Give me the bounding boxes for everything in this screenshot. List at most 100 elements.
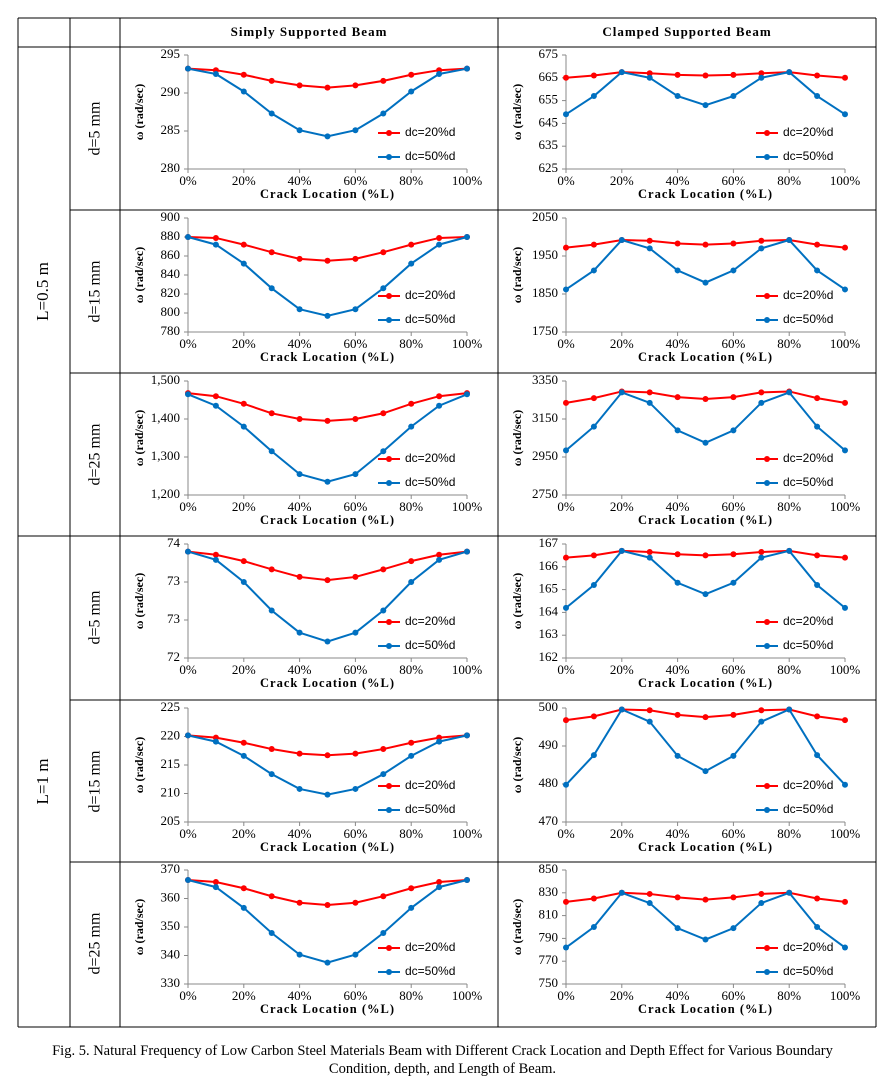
data-point [590,552,597,559]
legend-marker [764,154,770,160]
x-tick-label: 80% [777,988,801,1003]
data-point [674,894,681,901]
data-point [212,884,219,891]
data-point [758,399,765,406]
legend-label: dc=20%d [405,778,455,792]
data-point [786,706,793,713]
y-tick-label: 290 [161,84,181,99]
data-point [590,267,597,274]
legend-marker [386,619,392,625]
y-tick-label: 3350 [532,372,558,387]
x-tick-label: 100% [452,336,483,351]
y-tick-label: 167 [539,535,559,550]
data-point [268,410,275,417]
data-point [352,82,359,89]
data-point [814,924,821,930]
legend-label: dc=20%d [405,288,455,302]
length-label: L=1 m [33,759,52,805]
y-tick-label: 74 [167,535,181,550]
data-point [240,752,247,759]
data-point [730,579,737,586]
data-point [563,781,569,788]
data-point [296,127,303,134]
x-tick-label: 20% [610,988,634,1003]
y-tick-label: 165 [539,581,559,596]
x-axis-title: Crack Location (%L) [638,513,773,527]
data-point [814,93,821,100]
data-point [786,889,793,896]
data-point [380,285,387,292]
depth-label: d=25 mm [87,423,104,485]
data-point [674,925,681,932]
data-point [814,552,821,559]
legend-marker [764,945,770,951]
data-point [646,70,653,77]
data-point [268,77,275,84]
x-axis-title: Crack Location (%L) [638,676,773,690]
x-tick-label: 20% [232,336,256,351]
data-point [380,110,387,117]
data-point [380,771,387,778]
data-point [240,904,247,911]
data-point [730,551,737,558]
x-tick-label: 80% [399,499,423,514]
legend-marker [764,619,770,625]
data-point [674,394,681,401]
data-point [212,878,219,885]
x-tick-label: 80% [777,336,801,351]
legend-marker [386,783,392,789]
y-axis-title: ω (rad/sec) [132,737,146,793]
data-point [240,260,247,267]
data-point [702,936,709,943]
legend-label: dc=20%d [783,288,833,302]
legend-label: dc=20%d [405,451,455,465]
data-point [674,267,681,274]
legend-label: dc=20%d [783,614,833,628]
data-point [730,752,737,759]
depth-label: d=5 mm [87,590,104,644]
x-tick-label: 40% [288,988,312,1003]
data-point [618,547,625,554]
data-point [240,885,247,892]
data-point [464,548,470,555]
y-tick-label: 2050 [532,209,558,224]
x-tick-label: 60% [343,988,367,1003]
x-tick-label: 40% [666,988,690,1003]
data-point [590,582,597,589]
x-tick-label: 20% [232,662,256,677]
data-point [268,448,275,455]
data-point [380,746,387,753]
y-tick-label: 655 [539,92,559,107]
legend-label: dc=20%d [405,940,455,954]
legend-marker [764,130,770,136]
data-point [563,604,569,611]
data-point [842,604,848,611]
legend-marker [764,783,770,789]
legend-label: dc=50%d [783,802,833,816]
data-point [563,717,569,724]
data-point [702,439,709,446]
legend-marker [386,969,392,975]
x-tick-label: 60% [343,173,367,188]
data-point [185,234,191,240]
x-axis-title: Crack Location (%L) [638,1002,773,1016]
x-tick-label: 80% [399,173,423,188]
data-point [296,255,303,262]
data-point [730,925,737,932]
y-tick-label: 675 [539,46,559,61]
legend-marker [386,807,392,813]
data-point [590,752,597,759]
data-point [786,547,793,554]
y-tick-label: 625 [539,160,559,175]
data-point [324,417,331,424]
data-point [842,554,848,561]
data-point [408,400,415,407]
data-point [814,895,821,902]
data-point [352,899,359,906]
data-point [296,750,303,757]
y-tick-label: 210 [161,784,181,799]
data-point [240,739,247,746]
y-tick-label: 665 [539,69,559,84]
y-tick-label: 1950 [532,247,558,262]
legend-label: dc=50%d [405,638,455,652]
